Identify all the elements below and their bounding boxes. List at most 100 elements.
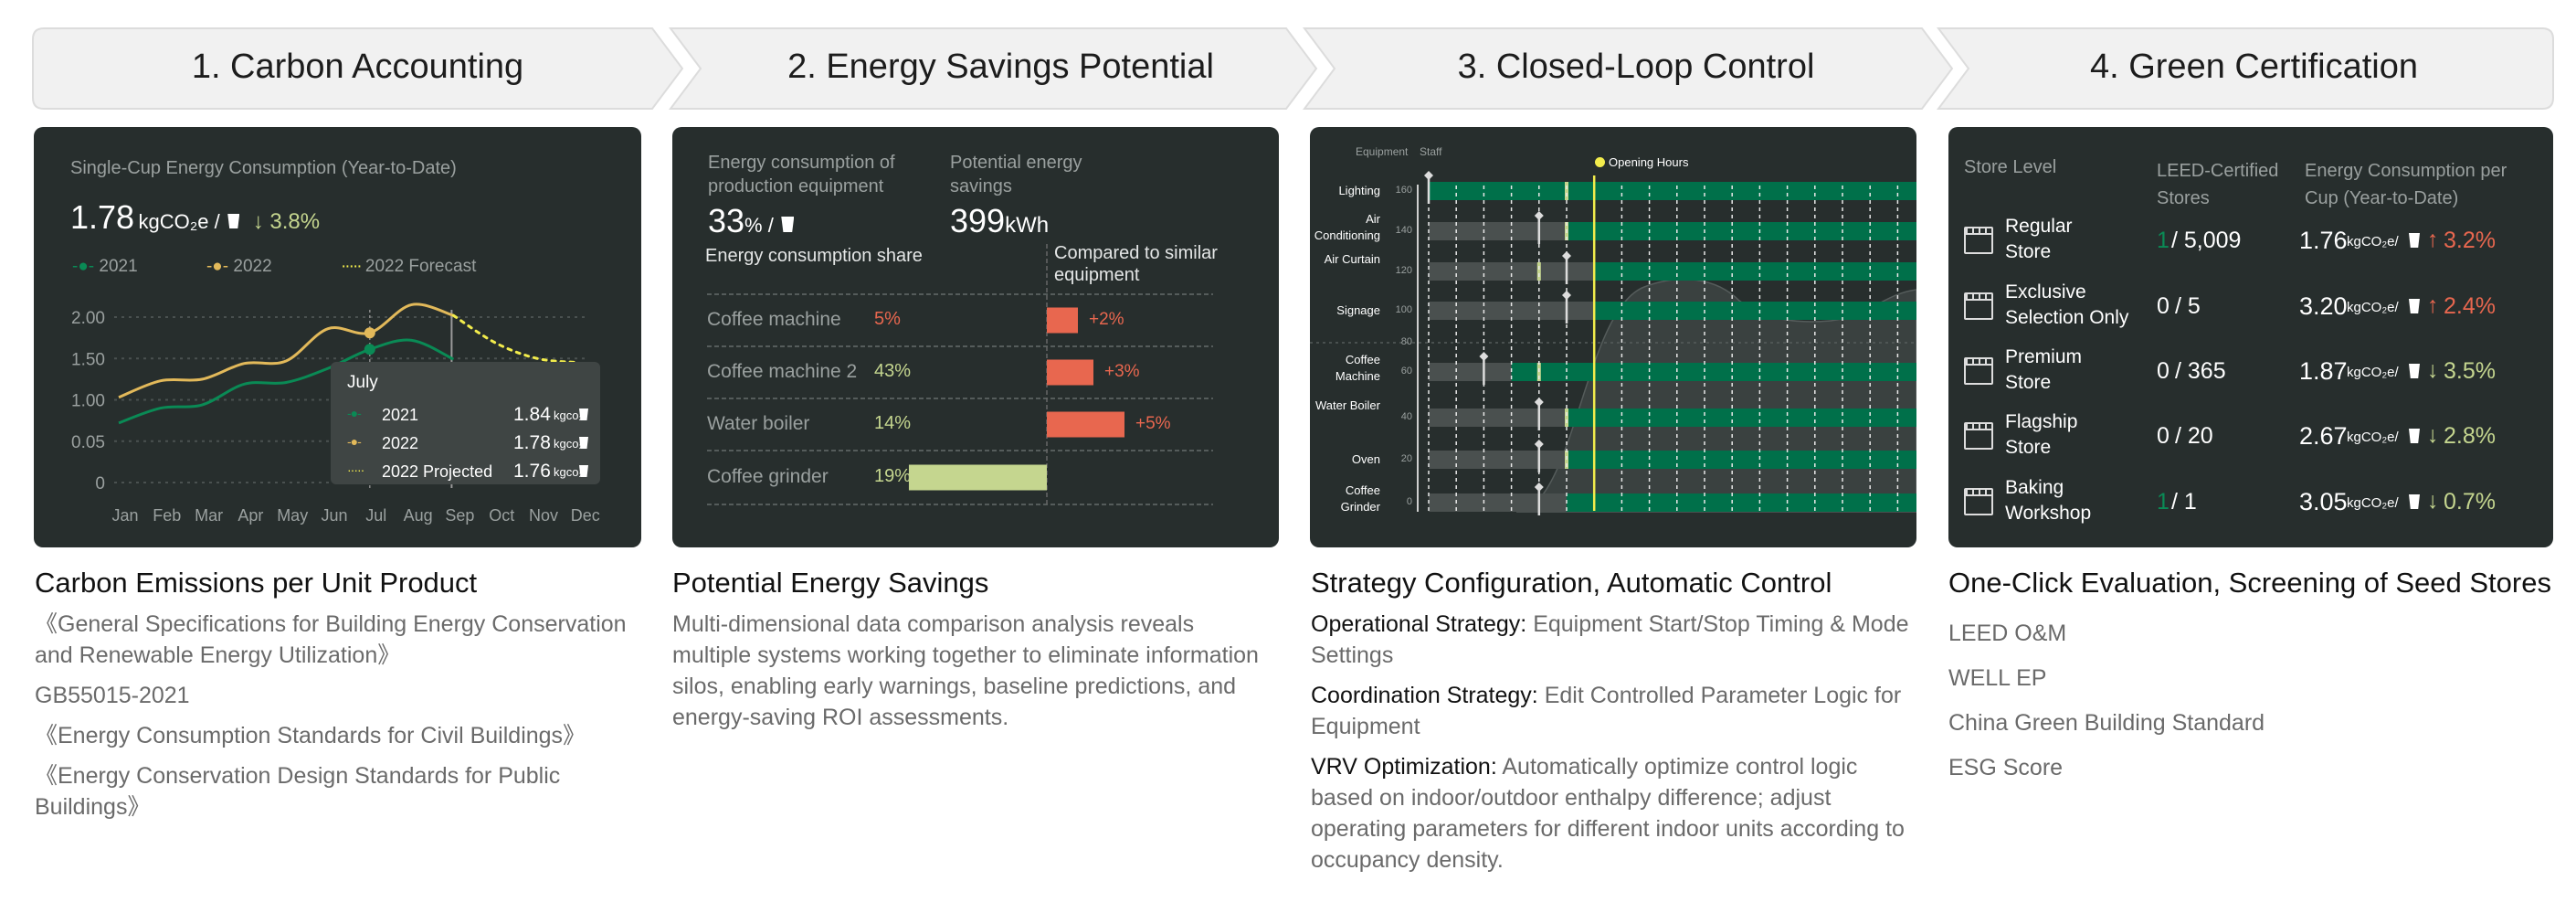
baking-workshop-icon bbox=[1964, 488, 1993, 515]
equipment-label: Signage bbox=[1336, 303, 1380, 317]
y-tick-label: 0.05 bbox=[71, 433, 105, 452]
tooltip-series-icon: -●- bbox=[347, 406, 362, 420]
tooltip-series-icon: ····· bbox=[347, 462, 364, 477]
staff-pin-head bbox=[1534, 483, 1544, 492]
row-label: Coffee machine 2 bbox=[707, 360, 858, 382]
y-tick-label: 100 bbox=[1395, 304, 1412, 315]
x-tick-label: Dec bbox=[571, 506, 600, 525]
energy-value: 1.87 bbox=[2299, 357, 2348, 385]
section-item: China Green Building Standard bbox=[1948, 710, 2265, 736]
schedule-bar-on bbox=[1567, 493, 1916, 512]
x-tick-label: Jun bbox=[321, 506, 347, 525]
cup-icon bbox=[579, 409, 588, 420]
energy-unit: kgCO₂e/ bbox=[2347, 234, 2399, 249]
transition-marker bbox=[1565, 409, 1568, 427]
store-total: / 5 bbox=[2175, 293, 2201, 319]
step-4-shape[interactable] bbox=[1937, 27, 2554, 110]
section-4: One-Click Evaluation, Screening of Seed … bbox=[1948, 565, 2551, 797]
clock-icon bbox=[1595, 157, 1605, 167]
trend-arrow-icon: ↑ bbox=[2427, 227, 2439, 252]
schedule-chart bbox=[1310, 171, 1916, 515]
y-tick-label: 20 bbox=[1400, 453, 1412, 464]
chart-title: Single-Cup Energy Consumption (Year-to-D… bbox=[70, 158, 457, 178]
compare-label: +2% bbox=[1089, 309, 1124, 329]
trend-arrow-icon: ↑ bbox=[2427, 292, 2439, 318]
store-name: Selection Only bbox=[2005, 307, 2129, 328]
share-header: Energy consumption share bbox=[705, 246, 923, 266]
section-3: Strategy Configuration, Automatic Contro… bbox=[1311, 565, 1914, 885]
step-3-shape[interactable] bbox=[1303, 27, 1954, 110]
compare-bar bbox=[1047, 307, 1078, 334]
item-label: Coordination Strategy: bbox=[1311, 683, 1538, 708]
savings-bar-chart bbox=[707, 244, 1213, 505]
header-energy: Energy Consumption per Cup (Year-to-Date… bbox=[2305, 161, 2507, 208]
kpi1-label: Energy consumption of production equipme… bbox=[708, 153, 895, 196]
equipment-label: Air Conditioning bbox=[1314, 212, 1380, 242]
step-3-label: 3. Closed-Loop Control bbox=[1457, 48, 1815, 86]
x-tick-label: Oct bbox=[489, 506, 514, 525]
cup-icon bbox=[2409, 494, 2420, 509]
kpi1: 33% / bbox=[708, 202, 795, 240]
kpi2-label: Potential energy savings bbox=[950, 153, 1082, 196]
legend-forecast-icon: ····· bbox=[340, 257, 363, 276]
x-tick-label: May bbox=[277, 506, 308, 525]
trend-arrow-icon: ↓ bbox=[2427, 488, 2439, 514]
july-point-2022 bbox=[364, 327, 375, 339]
awning bbox=[1966, 490, 1991, 496]
transition-marker bbox=[1565, 182, 1568, 200]
row-label: Coffee grinder bbox=[707, 465, 829, 487]
x-tick-label: Apr bbox=[238, 506, 263, 525]
tooltip-series-name: 2022 Projected bbox=[382, 462, 493, 481]
store-total: / 1 bbox=[2171, 489, 2197, 515]
tooltip-value: 1.76 bbox=[513, 461, 551, 482]
legend-2021-icon: -●- bbox=[72, 257, 95, 276]
y-tick-label: 1.00 bbox=[71, 392, 105, 411]
step-2-shape[interactable] bbox=[669, 27, 1318, 110]
equipment-label: Lighting bbox=[1338, 184, 1380, 197]
tooltip-value: 1.78 bbox=[513, 432, 551, 453]
store-name: Workshop bbox=[2005, 503, 2092, 524]
step-4-label: 4. Green Certification bbox=[2089, 48, 2419, 86]
cup-icon bbox=[2409, 299, 2420, 313]
step-1-label: 1. Carbon Accounting bbox=[191, 48, 524, 86]
kpi-value: 1.78 bbox=[70, 198, 135, 236]
y-tick-label: 140 bbox=[1395, 225, 1412, 236]
tooltip-series-icon: -●- bbox=[347, 434, 362, 449]
section-heading: Carbon Emissions per Unit Product bbox=[35, 567, 478, 599]
awning bbox=[1966, 424, 1991, 430]
y-tick-label: 1.50 bbox=[71, 350, 105, 369]
equipment-label: Air Curtain bbox=[1324, 252, 1380, 266]
energy-unit: kgCO₂e/ bbox=[2347, 365, 2399, 380]
section-item: Operational Strategy: Equipment Start/St… bbox=[1311, 609, 1914, 671]
chart-tooltip: July -●- 2021 1.84 kgco₂ -●- 2022 1.78 kgco₂ ···… bbox=[331, 362, 600, 484]
kpi2-unit: kWh bbox=[1005, 213, 1050, 238]
store-name: Baking bbox=[2005, 477, 2064, 498]
section-item: WELL EP bbox=[1948, 665, 2047, 691]
step-1-shape[interactable] bbox=[32, 27, 684, 110]
cup-icon bbox=[227, 214, 240, 228]
kpi1-value: 33 bbox=[708, 202, 745, 239]
equipment-label: Water Boiler bbox=[1314, 398, 1380, 412]
legend-forecast: 2022 Forecast bbox=[364, 257, 477, 276]
kpi: 1.78 kgCO₂e / ↓ 3.8% bbox=[70, 198, 320, 237]
kpi2: 399kWh bbox=[950, 202, 1049, 240]
series-line-2022 bbox=[118, 302, 454, 399]
trend-change: 2.4% bbox=[2444, 293, 2496, 319]
tooltip-title: July bbox=[347, 373, 378, 392]
section-item: ESG Score bbox=[1948, 755, 2064, 780]
store-name: Regular bbox=[2005, 216, 2073, 237]
item-text: Automatically optimize control logic bas… bbox=[1311, 754, 1905, 873]
item-label: Operational Strategy: bbox=[1311, 611, 1527, 637]
x-tick-label: Jul bbox=[365, 506, 386, 525]
compare-header: Compared to similar equipment bbox=[1054, 243, 1218, 285]
cup-icon bbox=[2409, 233, 2420, 248]
flagship-store-icon bbox=[1964, 422, 1993, 450]
kpi-change: ↓ 3.8% bbox=[252, 209, 321, 234]
tooltip-value: 1.84 bbox=[513, 404, 551, 425]
awning bbox=[1966, 228, 1991, 235]
schedule-bar-on bbox=[1567, 222, 1916, 240]
chart-legend: -●- 2021 -●- 2022 ····· 2022 Forecast bbox=[72, 257, 476, 277]
share-bar bbox=[908, 464, 1047, 491]
row-share: 14% bbox=[874, 412, 912, 433]
section-2: Potential Energy Savings Multi-dimensiona… bbox=[672, 565, 1275, 742]
